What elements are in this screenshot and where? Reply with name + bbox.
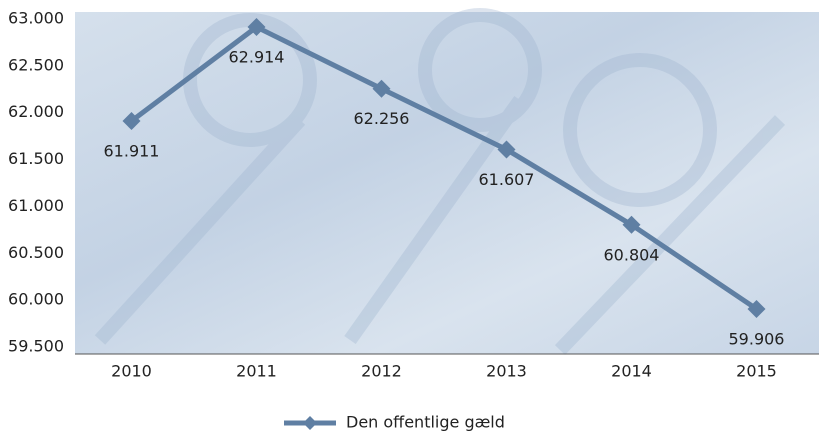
data-label: 60.804 [604,245,660,264]
legend-label: Den offentlige gæld [346,413,505,432]
data-point [372,79,391,98]
data-label: 59.906 [729,329,785,348]
x-tick-label: 2010 [111,362,152,381]
data-line [129,24,758,312]
data-point [622,215,641,234]
data-point [247,18,266,37]
x-tick-label: 2011 [236,362,277,381]
y-tick-label: 62.500 [8,55,64,74]
y-tick-label: 60.500 [8,243,64,262]
y-tick-label: 60.000 [8,290,64,309]
legend-marker [303,416,317,430]
data-label: 61.607 [479,170,535,189]
data-point [497,140,516,159]
x-tick-label: 2014 [611,362,652,381]
y-tick-label: 61.500 [8,149,64,168]
y-tick-label: 61.000 [8,196,64,215]
x-tick-label: 2015 [736,362,777,381]
x-tick-label: 2012 [361,362,402,381]
data-label: 62.256 [354,109,410,128]
data-label: 61.911 [104,142,160,161]
data-point [122,112,141,131]
y-tick-label: 63.000 [8,9,64,28]
y-tick-label: 62.000 [8,102,64,121]
y-tick-label: 59.500 [8,337,64,356]
data-point [747,299,766,318]
data-label: 62.914 [229,48,285,67]
x-tick-label: 2013 [486,362,527,381]
